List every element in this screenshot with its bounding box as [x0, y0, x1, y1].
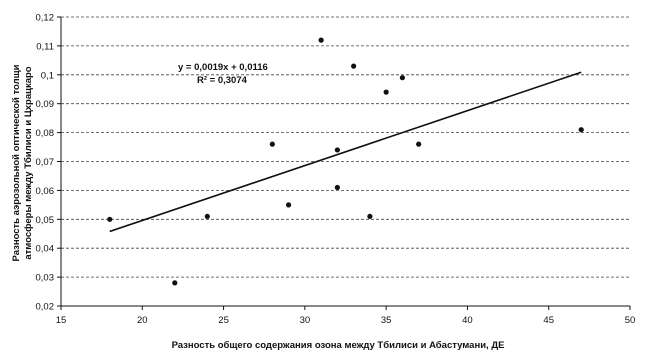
y-tick-label: 0,06	[36, 186, 55, 197]
y-tick-label: 0,05	[36, 215, 55, 226]
data-point	[318, 37, 324, 43]
trend-equation: y = 0,0019x + 0,0116	[178, 62, 268, 73]
data-point	[334, 147, 340, 153]
data-point	[367, 213, 373, 220]
data-point	[383, 89, 389, 95]
y-tick-label: 0,11	[36, 41, 54, 52]
tick-labels: 0,02 0,03 0,04 0,05 0,06 0,07 0,08 0,09 0,1 0,11 0…	[36, 13, 636, 327]
data-points	[107, 37, 584, 286]
data-point	[399, 75, 405, 81]
y-tick-label: 0,1	[41, 70, 54, 81]
y-axis-title: Разность аэрозольной оптической толщи ат…	[11, 64, 34, 261]
axes	[57, 16, 631, 310]
y-tick-label: 0,04	[36, 244, 55, 255]
y-tick-label: 0,12	[36, 13, 55, 24]
x-tick-label: 30	[300, 315, 311, 326]
x-tick-label: 25	[218, 315, 229, 326]
trendline-layer	[109, 71, 582, 233]
data-point	[286, 202, 292, 208]
y-tick-label: 0,02	[36, 302, 55, 313]
data-point	[204, 213, 210, 220]
gridlines	[61, 16, 630, 278]
data-point	[416, 141, 422, 147]
y-tick-label: 0,07	[36, 157, 55, 168]
x-tick-label: 35	[381, 315, 392, 326]
x-tick-label: 45	[543, 315, 554, 326]
x-tick-label: 15	[56, 315, 67, 326]
data-point	[172, 280, 178, 286]
x-tick-label: 40	[462, 315, 473, 326]
data-point	[351, 63, 357, 69]
y-axis-title-line-2: атмосферы между Тбилиси и Цхрацкаро	[23, 66, 34, 259]
annotations: y = 0,0019x + 0,0116 R² = 0,3074	[178, 62, 268, 86]
y-axis-title-line-1: Разность аэрозольной оптической толщи	[11, 64, 22, 261]
data-point	[269, 141, 275, 147]
y-tick-label: 0,08	[36, 128, 55, 139]
data-point	[107, 216, 113, 222]
data-point	[578, 127, 584, 133]
trend-r-squared: R² = 0,3074	[197, 75, 248, 86]
x-tick-label: 20	[137, 315, 148, 326]
x-axis-title: Разность общего содержания озона между Т…	[172, 340, 505, 351]
data-point	[334, 184, 340, 191]
y-tick-label: 0,09	[36, 99, 55, 110]
x-tick-label: 50	[625, 315, 636, 326]
y-tick-label: 0,03	[36, 273, 55, 284]
trendline	[109, 71, 582, 233]
